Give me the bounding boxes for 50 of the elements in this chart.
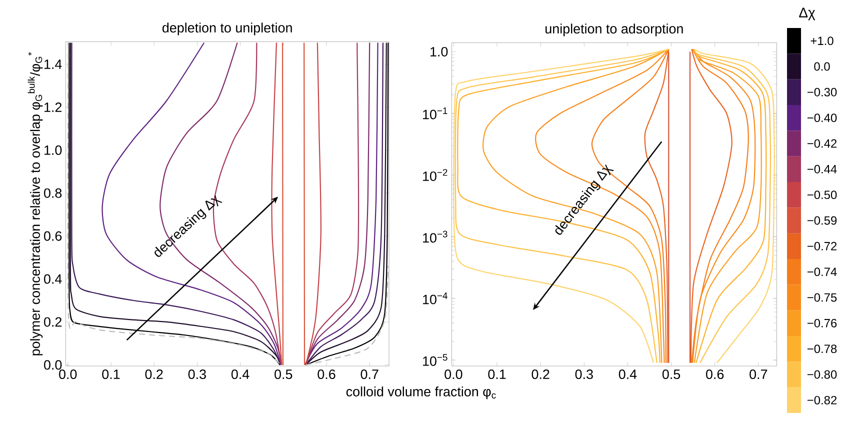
x-tick-label: 0.4 — [618, 370, 637, 380]
x-tick-label: 0.7 — [750, 370, 768, 380]
x-tick-label: 0.0 — [59, 370, 77, 380]
x-tick-label: 0.4 — [231, 370, 250, 380]
legend-title: Δχ — [799, 8, 816, 20]
x-tick-label: 0.6 — [706, 370, 724, 380]
x-tick-label: 0.3 — [575, 370, 593, 380]
legend-label: −0.82 — [807, 396, 837, 404]
chart-title: depletion to unipletion — [162, 22, 292, 36]
y-tick-label: 0.0 — [44, 360, 62, 370]
legend-label: −0.50 — [807, 190, 837, 200]
y-tick-label: 1.0 — [430, 46, 448, 56]
x-axis-title: colloid volume fraction φ$_{c}$ — [346, 386, 496, 400]
y-tick-label: 1.0 — [44, 145, 62, 155]
x-tick-label: 0.7 — [360, 370, 378, 380]
x-tick-label: 0.2 — [532, 370, 550, 380]
y-tick-label: 0.2 — [44, 317, 62, 327]
x-tick-label: 0.0 — [444, 370, 462, 380]
legend-label: −0.75 — [807, 293, 837, 302]
legend-label: +1.0 — [810, 36, 834, 46]
legend-label: −0.30 — [807, 88, 837, 96]
legend-label: −0.80 — [807, 370, 837, 379]
y-tick-label: 0.4 — [44, 274, 62, 284]
y-tick-label: 10$^{−1}$ — [423, 107, 448, 120]
legend-label: −0.40 — [807, 114, 837, 122]
y-tick-label: 10$^{−4}$ — [423, 292, 448, 304]
legend-label: −0.44 — [807, 164, 837, 174]
x-tick-label: 0.5 — [274, 370, 292, 380]
chart-title: unipletion to adsorption — [546, 24, 683, 36]
y-tick-label: 10$^{−3}$ — [423, 230, 448, 243]
x-tick-label: 0.6 — [318, 370, 336, 380]
legend-label: −0.72 — [807, 242, 837, 250]
legend-label: −0.42 — [807, 139, 837, 148]
y-tick-label: 10$^{−2}$ — [423, 169, 448, 181]
legend-label: −0.59 — [807, 216, 837, 225]
legend-label: −0.78 — [807, 344, 837, 354]
x-tick-label: 0.3 — [188, 370, 206, 380]
legend-label: −0.76 — [807, 318, 837, 328]
x-tick-label: 0.1 — [102, 370, 120, 380]
legend-label: −0.74 — [807, 268, 837, 276]
x-tick-label: 0.2 — [145, 370, 163, 380]
x-tick-label: 0.5 — [662, 370, 680, 380]
y-tick-label: 0.8 — [44, 188, 62, 198]
y-axis-title: polymer concentration relative to overlap φ$_{G}$$^{bulk}$/φ$_{G}$* — [28, 52, 43, 356]
y-tick-label: 1.4 — [44, 60, 62, 69]
y-tick-label: 1.2 — [44, 102, 62, 112]
y-tick-label: 10$^{−5}$ — [423, 354, 448, 366]
y-tick-label: 0.6 — [44, 231, 62, 241]
x-tick-label: 0.1 — [488, 370, 506, 380]
legend-label: 0.0 — [814, 62, 830, 71]
